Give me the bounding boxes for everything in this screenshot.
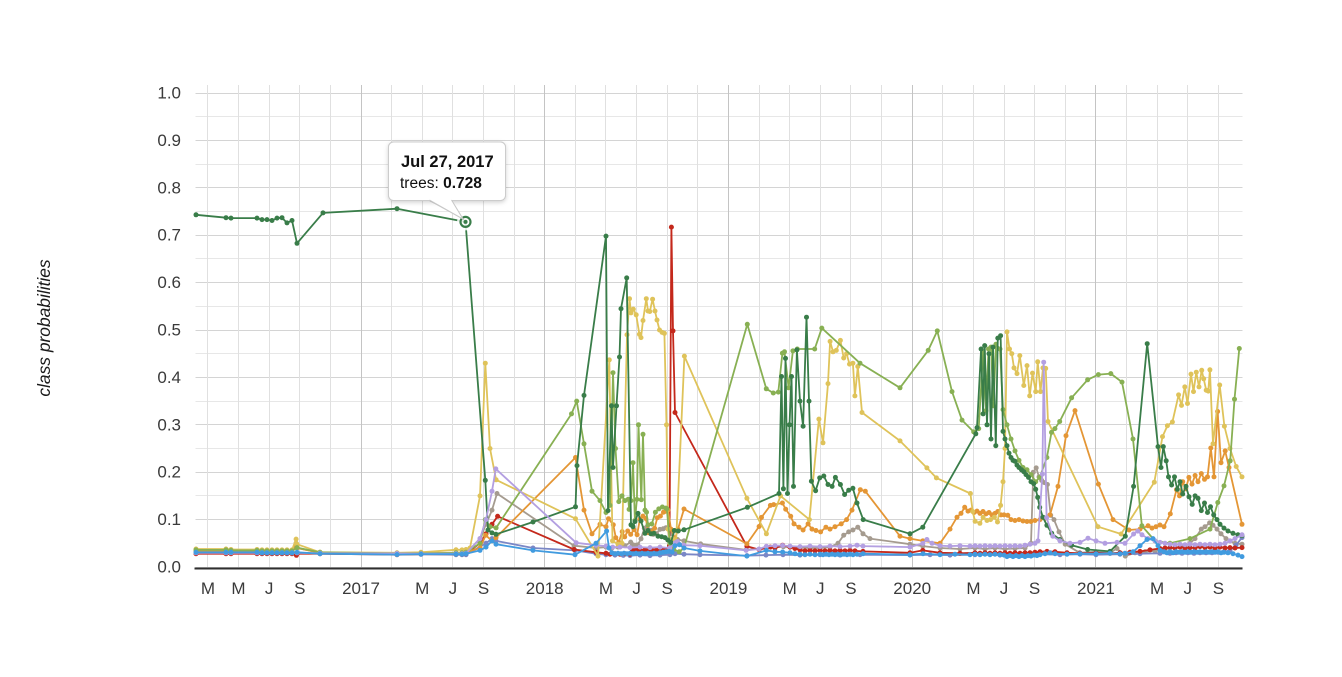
svg-text:0.5: 0.5: [157, 321, 181, 340]
svg-text:0.0: 0.0: [157, 558, 181, 577]
svg-text:J: J: [1183, 579, 1192, 598]
svg-text:2019: 2019: [709, 579, 747, 598]
svg-text:S: S: [294, 579, 305, 598]
svg-text:M: M: [1150, 579, 1164, 598]
svg-text:J: J: [1000, 579, 1009, 598]
svg-text:J: J: [449, 579, 458, 598]
svg-text:0.9: 0.9: [157, 131, 181, 150]
svg-text:0.8: 0.8: [157, 178, 181, 197]
svg-text:0.6: 0.6: [157, 273, 181, 292]
svg-text:2021: 2021: [1077, 579, 1115, 598]
svg-text:0.3: 0.3: [157, 415, 181, 434]
svg-text:S: S: [478, 579, 489, 598]
svg-text:M: M: [415, 579, 429, 598]
svg-text:M: M: [201, 579, 215, 598]
svg-text:J: J: [816, 579, 825, 598]
svg-text:S: S: [1213, 579, 1224, 598]
svg-text:S: S: [845, 579, 856, 598]
svg-text:1.0: 1.0: [157, 84, 181, 103]
svg-text:0.2: 0.2: [157, 463, 181, 482]
svg-text:M: M: [966, 579, 980, 598]
svg-text:S: S: [1029, 579, 1040, 598]
svg-text:M: M: [599, 579, 613, 598]
svg-text:M: M: [231, 579, 245, 598]
svg-text:0.4: 0.4: [157, 368, 181, 387]
svg-text:0.1: 0.1: [157, 510, 181, 529]
svg-text:M: M: [783, 579, 797, 598]
svg-text:trees: 0.728: trees: 0.728: [400, 175, 482, 192]
svg-text:2017: 2017: [342, 579, 380, 598]
svg-text:J: J: [265, 579, 274, 598]
svg-text:J: J: [632, 579, 641, 598]
svg-text:2018: 2018: [526, 579, 564, 598]
svg-text:class probabilities: class probabilities: [34, 259, 54, 397]
svg-text:0.7: 0.7: [157, 226, 181, 245]
svg-text:S: S: [662, 579, 673, 598]
svg-text:Jul 27, 2017: Jul 27, 2017: [401, 153, 494, 171]
svg-text:2020: 2020: [893, 579, 931, 598]
